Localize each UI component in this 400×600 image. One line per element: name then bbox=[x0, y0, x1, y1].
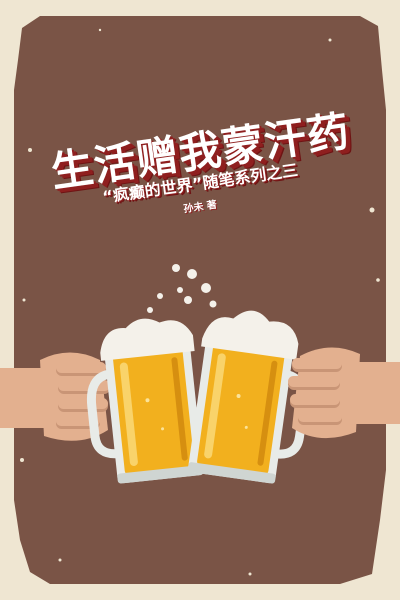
foam-splash bbox=[147, 264, 217, 313]
right-beer-mug bbox=[187, 310, 309, 484]
cover-background bbox=[14, 16, 386, 584]
right-hand bbox=[288, 347, 400, 439]
left-beer-mug bbox=[86, 318, 204, 484]
